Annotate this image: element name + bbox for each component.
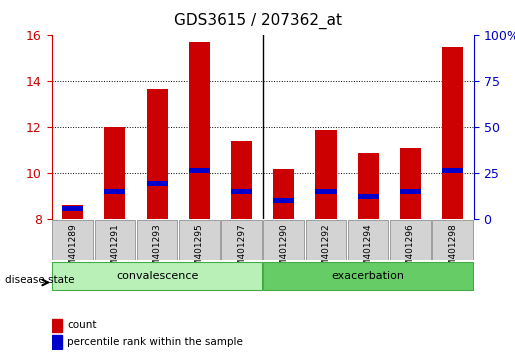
FancyBboxPatch shape xyxy=(306,220,346,260)
Text: GSM401298: GSM401298 xyxy=(448,224,457,278)
FancyBboxPatch shape xyxy=(137,220,177,260)
Text: GSM401291: GSM401291 xyxy=(110,224,119,278)
Bar xyxy=(104,189,125,194)
Bar xyxy=(62,205,83,219)
FancyBboxPatch shape xyxy=(53,262,262,290)
Text: GSM401297: GSM401297 xyxy=(237,224,246,278)
Text: count: count xyxy=(67,320,97,330)
Bar xyxy=(273,198,294,203)
FancyBboxPatch shape xyxy=(264,262,473,290)
Bar xyxy=(188,169,210,173)
Text: GDS3615 / 207362_at: GDS3615 / 207362_at xyxy=(174,12,341,29)
Bar xyxy=(231,141,252,219)
FancyBboxPatch shape xyxy=(348,220,388,260)
FancyBboxPatch shape xyxy=(53,220,93,260)
Text: GSM401296: GSM401296 xyxy=(406,224,415,278)
Bar xyxy=(104,127,125,219)
Bar xyxy=(231,189,252,194)
Text: exacerbation: exacerbation xyxy=(332,271,405,281)
Text: GSM401294: GSM401294 xyxy=(364,224,373,278)
Bar xyxy=(357,194,379,199)
Bar xyxy=(52,319,62,332)
Text: GSM401295: GSM401295 xyxy=(195,224,204,278)
Text: GSM401293: GSM401293 xyxy=(152,224,162,278)
Text: disease state: disease state xyxy=(5,275,75,285)
Bar xyxy=(146,181,167,186)
Text: percentile rank within the sample: percentile rank within the sample xyxy=(67,337,243,347)
Bar xyxy=(357,153,379,219)
Text: GSM401292: GSM401292 xyxy=(321,224,331,278)
Bar xyxy=(442,169,463,173)
FancyBboxPatch shape xyxy=(221,220,262,260)
FancyBboxPatch shape xyxy=(95,220,135,260)
Bar xyxy=(62,206,83,211)
Bar xyxy=(146,90,167,219)
Bar xyxy=(442,47,463,219)
Bar xyxy=(400,189,421,194)
FancyBboxPatch shape xyxy=(390,220,431,260)
FancyBboxPatch shape xyxy=(433,220,473,260)
Text: convalescence: convalescence xyxy=(116,271,198,281)
FancyBboxPatch shape xyxy=(264,220,304,260)
Bar xyxy=(273,169,294,219)
Text: GSM401289: GSM401289 xyxy=(68,224,77,278)
Text: GSM401290: GSM401290 xyxy=(279,224,288,278)
Bar xyxy=(52,335,62,349)
Bar xyxy=(315,130,336,219)
Bar xyxy=(188,42,210,219)
Bar xyxy=(315,189,336,194)
Bar xyxy=(400,148,421,219)
FancyBboxPatch shape xyxy=(179,220,219,260)
